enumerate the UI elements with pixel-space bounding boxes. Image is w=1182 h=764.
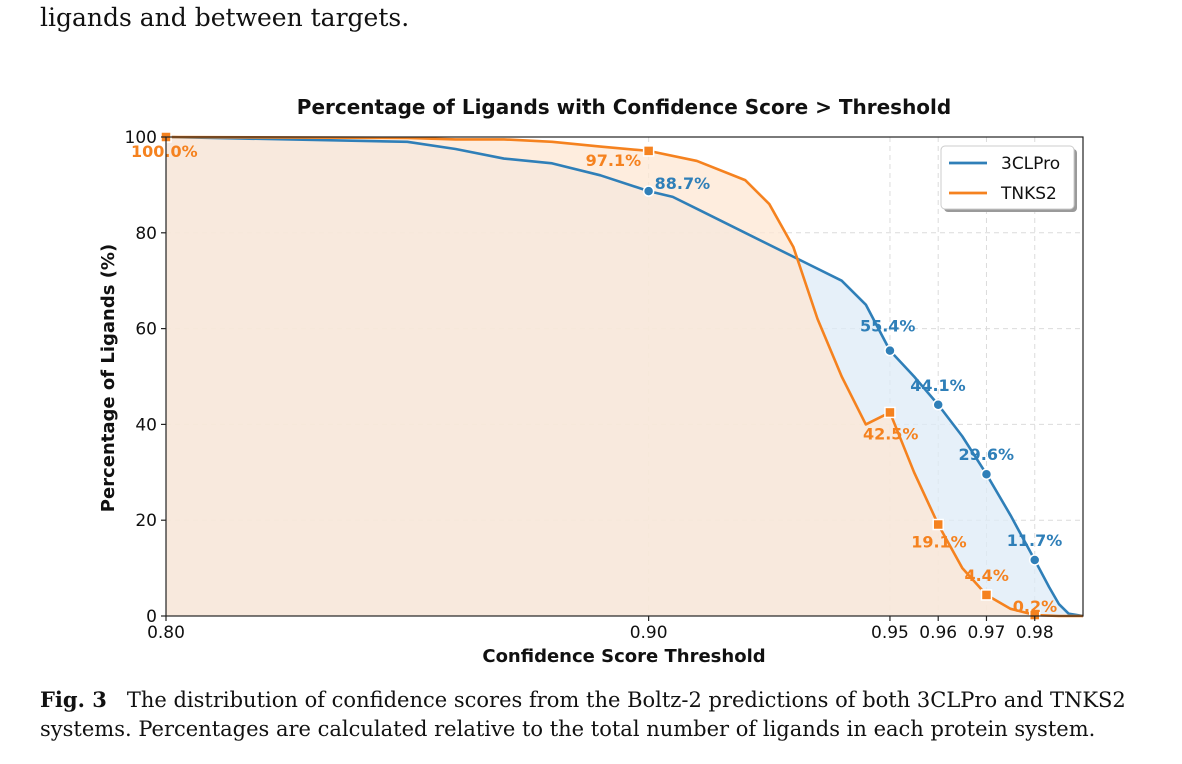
- y-tick-label: 40: [135, 415, 157, 435]
- data-labels: 88.7% 55.4% 44.1% 29.6% 11.7% 100.0% 97.1% 42.5…: [131, 142, 1062, 616]
- x-axis-label: Confidence Score Threshold: [482, 646, 765, 667]
- data-label-tnks2: 97.1%: [586, 151, 642, 170]
- y-axis-label: Percentage of Ligands (%): [98, 244, 119, 512]
- x-tick-label: 0.80: [147, 623, 185, 643]
- legend-label-3clpro: 3CLPro: [1001, 154, 1060, 174]
- series-line-tnks2: [165, 135, 1083, 618]
- marker-tnks2: [932, 518, 944, 531]
- y-tick-label: 0: [146, 607, 157, 627]
- confidence-threshold-chart: 88.7% 55.4% 44.1% 29.6% 11.7% 100.0% 97.1% 42.5…: [98, 95, 1084, 667]
- x-tick-label: 0.97: [968, 623, 1006, 643]
- y-tick-label: 100: [125, 128, 157, 148]
- marker-tnks2: [980, 589, 993, 601]
- data-label-tnks2: 4.4%: [964, 566, 1008, 585]
- data-label-3clpro: 88.7%: [655, 174, 711, 193]
- x-tick-label: 0.90: [630, 623, 668, 643]
- caption-line-2: systems. Percentages are calculated rela…: [40, 717, 1096, 741]
- y-tick-label: 20: [135, 511, 157, 531]
- area-fills: [166, 137, 1083, 616]
- legend: 3CLPro TNKS2: [940, 145, 1077, 212]
- y-tick-label: 80: [135, 224, 157, 244]
- x-tick-label: 0.96: [919, 623, 957, 643]
- x-tick-label: 0.98: [1016, 623, 1054, 643]
- data-label-3clpro: 44.1%: [910, 376, 966, 395]
- x-tick-label: 0.95: [871, 623, 909, 643]
- caption-text-1: The distribution of confidence scores fr…: [126, 688, 1126, 712]
- area-fill-tnks2: [166, 137, 1083, 616]
- plot-frame: [165, 136, 1084, 617]
- data-label-3clpro: 29.6%: [958, 445, 1014, 464]
- data-label-tnks2: 19.1%: [911, 533, 967, 552]
- intro-text: ligands and between targets.: [40, 3, 410, 32]
- marker-tnks2: [884, 406, 896, 419]
- axis-ticks: 0 20 40 60 80 100 0.80 0.90 0.95 0.96 0.97 0.98: [125, 128, 1054, 643]
- data-label-3clpro: 11.7%: [1007, 531, 1063, 550]
- marker-3clpro: [884, 344, 896, 357]
- data-label-tnks2: 0.2%: [1013, 597, 1057, 616]
- y-tick-label: 60: [135, 320, 157, 340]
- marker-3clpro: [642, 185, 655, 197]
- marker-tnks2: [642, 145, 655, 157]
- data-label-tnks2: 42.5%: [863, 424, 919, 443]
- data-label-tnks2: 100.0%: [131, 142, 198, 161]
- chart-title: Percentage of Ligands with Confidence Sc…: [297, 95, 951, 119]
- data-label-3clpro: 55.4%: [860, 317, 916, 336]
- caption-line-1: Fig. 3 The distribution of confidence sc…: [40, 685, 1160, 715]
- marker-3clpro: [1028, 554, 1041, 566]
- figure-caption: Fig. 3 The distribution of confidence sc…: [40, 685, 1160, 744]
- legend-label-tnks2: TNKS2: [1000, 184, 1057, 204]
- marker-3clpro: [932, 399, 944, 411]
- caption-label: Fig. 3: [40, 687, 107, 712]
- marker-3clpro: [980, 468, 993, 480]
